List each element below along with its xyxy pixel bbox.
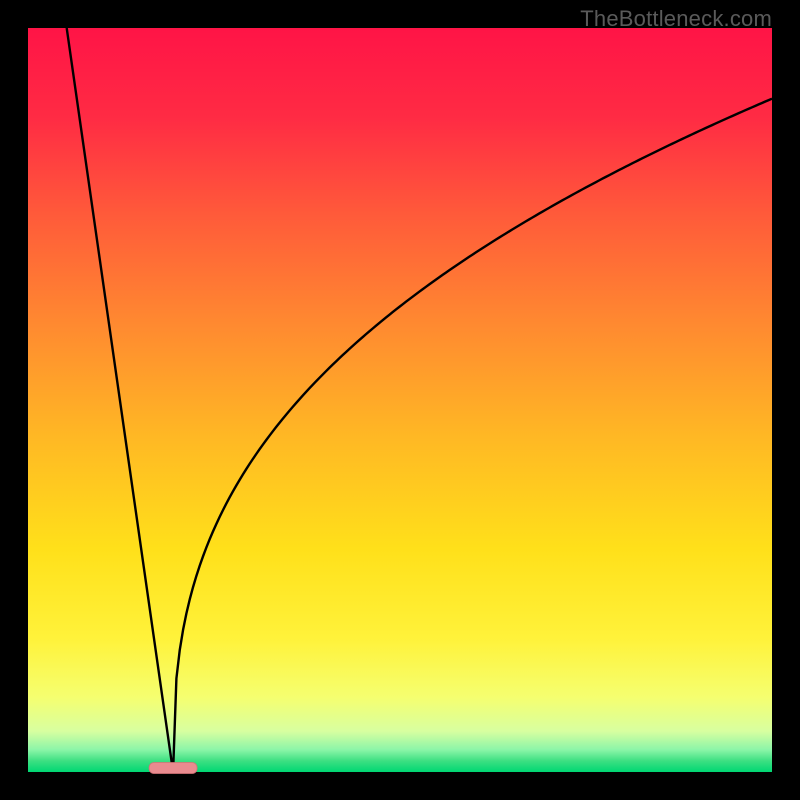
optimal-marker: [149, 763, 197, 774]
chart-background: [28, 28, 772, 772]
chart-svg: [0, 0, 800, 800]
watermark-text: TheBottleneck.com: [580, 6, 772, 32]
chart-frame: TheBottleneck.com: [0, 0, 800, 800]
